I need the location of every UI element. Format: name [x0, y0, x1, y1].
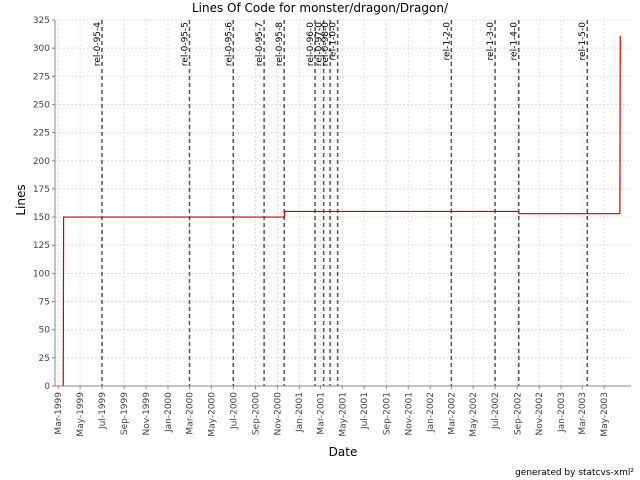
- x-tick-label: Mar-1999: [54, 392, 64, 435]
- y-tick-label: 25: [39, 354, 50, 364]
- y-tick-label: 150: [33, 213, 50, 223]
- series-group: [62, 35, 621, 387]
- release-marker-label: rel-1-3-0: [486, 22, 496, 61]
- release-marker-label: rel-0-95-5: [180, 22, 190, 66]
- x-tick-label: Sep-2002: [513, 392, 523, 435]
- chart-title: Lines Of Code for monster/dragon/Dragon/: [192, 1, 449, 15]
- x-tick-label: Nov-2000: [273, 392, 283, 436]
- release-marker-label: rel-0-97-0: [315, 22, 325, 66]
- x-tick-label: Nov-1999: [142, 392, 152, 436]
- x-axis-label: Date: [329, 445, 358, 459]
- release-marker-label: rel-1-4-0: [510, 22, 520, 61]
- release-marker-label: rel-1-5-0: [578, 22, 588, 61]
- y-tick-label: 325: [33, 16, 50, 26]
- y-tick-label: 75: [39, 298, 50, 308]
- footer-credit: generated by statcvs-xml²: [515, 468, 634, 478]
- release-marker-label: rel-0-95-8: [275, 22, 285, 66]
- x-tick-label: Jan-2001: [295, 392, 305, 433]
- release-marker-label: rel-0-98-0: [321, 22, 331, 66]
- y-tick-label: 50: [39, 326, 51, 336]
- y-tick-label: 225: [33, 129, 50, 139]
- x-tick-label: Jul-2000: [229, 392, 239, 430]
- y-tick-label: 250: [33, 100, 50, 110]
- x-tick-label: Jul-2001: [360, 392, 370, 430]
- y-tick-label: 275: [33, 72, 50, 82]
- y-tick-label: 125: [33, 241, 50, 251]
- y-tick-label: 200: [33, 157, 50, 167]
- x-tick-label: May-1999: [76, 392, 86, 437]
- y-tick-label: 300: [33, 44, 50, 54]
- y-tick-label: 0: [44, 382, 50, 392]
- release-marker-label: rel-0-95-4: [93, 22, 103, 66]
- x-tick-label: Jan-2000: [164, 392, 174, 433]
- x-tick-label: Nov-2001: [404, 392, 414, 435]
- x-tick-label: Mar-2002: [447, 392, 457, 435]
- x-tick-label: Sep-2000: [251, 392, 261, 435]
- x-tick-label: Jul-2002: [491, 392, 501, 430]
- x-tick-label: May-2003: [600, 392, 610, 437]
- series-line: [62, 35, 621, 387]
- x-tick-label: Nov-2002: [535, 392, 545, 435]
- x-tick-label: Mar-2001: [316, 392, 326, 435]
- y-tick-label: 175: [33, 185, 50, 195]
- release-marker-label: rel-1-0-0: [329, 22, 339, 61]
- x-tick-label: Mar-2000: [185, 392, 195, 435]
- x-tick-label: Sep-1999: [120, 392, 130, 435]
- x-tick-label: Jan-2003: [557, 392, 567, 433]
- x-tick-label: Mar-2003: [578, 392, 588, 435]
- release-marker-label: rel-1-2-0: [442, 22, 452, 61]
- grid-lines: [55, 19, 631, 386]
- x-tick-label: Sep-2001: [382, 392, 392, 435]
- x-tick-label: May-2002: [469, 392, 479, 437]
- release-marker-label: rel-0-95-7: [255, 22, 265, 66]
- x-tick-label: May-2001: [338, 392, 348, 437]
- y-axis-label: Lines: [14, 184, 28, 215]
- release-marker-label: rel-0-95-6: [224, 22, 234, 66]
- x-tick-label: Jan-2002: [426, 392, 436, 433]
- y-tick-label: 100: [33, 269, 50, 279]
- release-markers: rel-0-95-4 rel-0-95-5 rel-0-95-6 rel-0-95-7…: [93, 20, 588, 386]
- x-tick-label: May-2000: [207, 392, 217, 437]
- axes: [52, 19, 631, 389]
- x-tick-label: Jul-1999: [98, 392, 108, 430]
- tick-labels: 0 25 50 75 100 125 150 175 200 225 250 275 300 325 Mar…: [33, 16, 610, 437]
- release-marker-label: rel-0-96-0: [306, 22, 316, 66]
